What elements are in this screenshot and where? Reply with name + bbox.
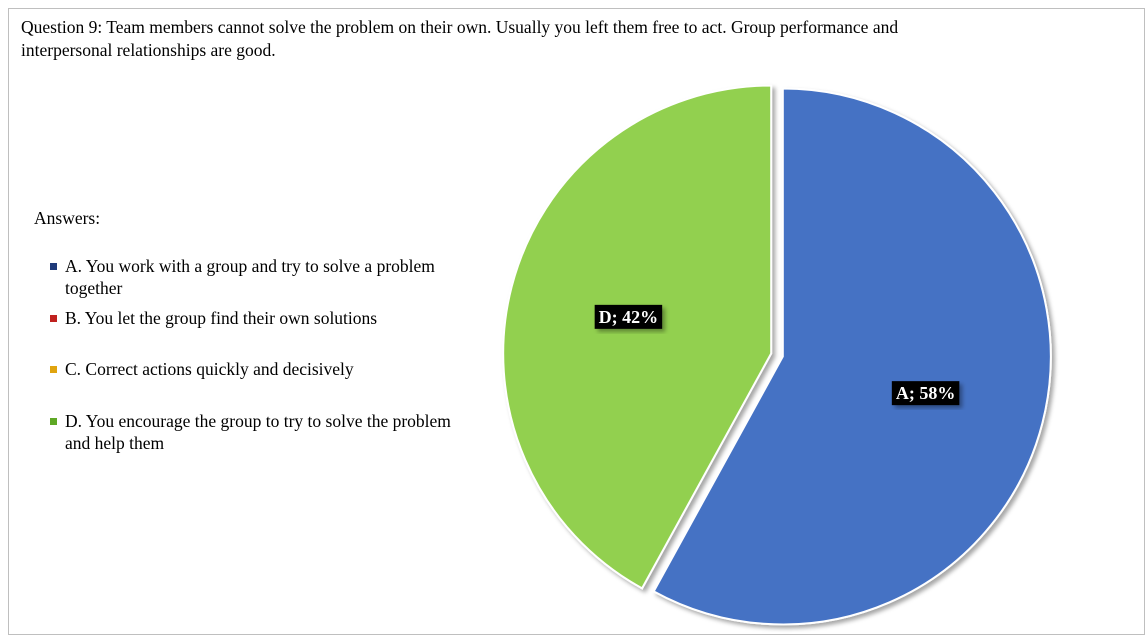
pie-data-labels: A; 58% D; 42% <box>594 304 960 406</box>
legend-label-d: D. You encourage the group to try to sol… <box>65 411 451 453</box>
legend-label-b: B. You let the group find their own solu… <box>65 308 378 328</box>
legend-marker-c <box>50 366 57 373</box>
legend-marker-b <box>50 315 57 322</box>
pie-slice-d <box>502 84 773 590</box>
data-label-text-a: A; 58% <box>896 383 956 403</box>
data-label-box-d <box>594 304 663 329</box>
chart-frame <box>8 8 1145 635</box>
legend-marker-a <box>50 263 57 270</box>
pie-slices <box>502 84 1052 626</box>
question-text: Question 9: Team members cannot solve th… <box>21 17 899 60</box>
pie-slice-a <box>652 87 1052 626</box>
data-label-box-a <box>891 381 960 406</box>
data-label-d: D; 42% <box>594 304 663 329</box>
data-label-text-d: D; 42% <box>599 307 659 327</box>
data-label-a: A; 58% <box>891 381 960 406</box>
legend-label-c: C. Correct actions quickly and decisivel… <box>65 359 354 379</box>
legend-title: Answers: <box>34 208 101 228</box>
legend-marker-d <box>50 418 57 425</box>
legend-label-a: A. You work with a group and try to solv… <box>65 256 435 298</box>
